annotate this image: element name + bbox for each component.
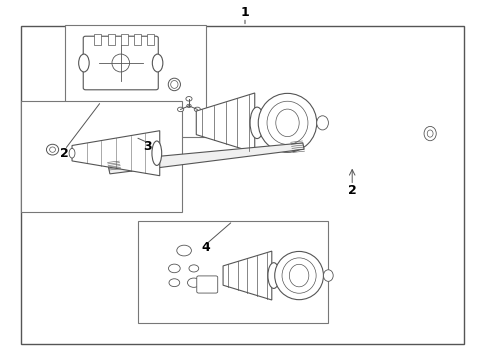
Polygon shape [107, 143, 304, 174]
Ellipse shape [169, 279, 180, 287]
Text: 4: 4 [202, 241, 210, 255]
Ellipse shape [47, 144, 59, 155]
Bar [121, 35, 128, 45]
Polygon shape [196, 93, 255, 153]
Ellipse shape [187, 104, 191, 108]
Bar [21, 102, 182, 212]
Text: 3: 3 [143, 140, 152, 153]
Ellipse shape [188, 278, 200, 287]
Text: 1: 1 [241, 6, 249, 19]
Ellipse shape [194, 107, 200, 112]
Ellipse shape [152, 54, 163, 72]
Polygon shape [223, 251, 272, 300]
Ellipse shape [289, 264, 309, 287]
Ellipse shape [276, 109, 299, 136]
Bar [65, 24, 206, 137]
Bar [147, 35, 154, 45]
Ellipse shape [49, 147, 55, 152]
Ellipse shape [177, 245, 192, 256]
FancyBboxPatch shape [197, 276, 218, 293]
Ellipse shape [171, 81, 178, 88]
Polygon shape [72, 131, 160, 176]
FancyBboxPatch shape [83, 36, 158, 90]
Text: 2: 2 [60, 147, 69, 160]
Ellipse shape [317, 116, 328, 130]
Ellipse shape [169, 264, 180, 273]
Ellipse shape [189, 265, 199, 272]
Ellipse shape [427, 130, 433, 137]
Bar [134, 35, 141, 45]
Ellipse shape [177, 107, 184, 112]
Bar [108, 35, 115, 45]
Bar [21, 26, 464, 344]
Ellipse shape [79, 54, 89, 72]
Ellipse shape [112, 54, 129, 72]
Ellipse shape [258, 93, 317, 152]
Bar [138, 221, 328, 323]
Ellipse shape [275, 251, 323, 300]
Ellipse shape [282, 258, 316, 293]
Ellipse shape [152, 141, 162, 166]
Bar [95, 35, 101, 45]
Ellipse shape [69, 148, 75, 158]
Text: 2: 2 [348, 184, 357, 197]
Ellipse shape [186, 96, 192, 101]
Ellipse shape [250, 107, 264, 139]
Ellipse shape [323, 270, 333, 282]
Ellipse shape [168, 78, 180, 91]
Ellipse shape [267, 101, 308, 144]
Ellipse shape [268, 263, 280, 288]
Ellipse shape [424, 126, 436, 141]
